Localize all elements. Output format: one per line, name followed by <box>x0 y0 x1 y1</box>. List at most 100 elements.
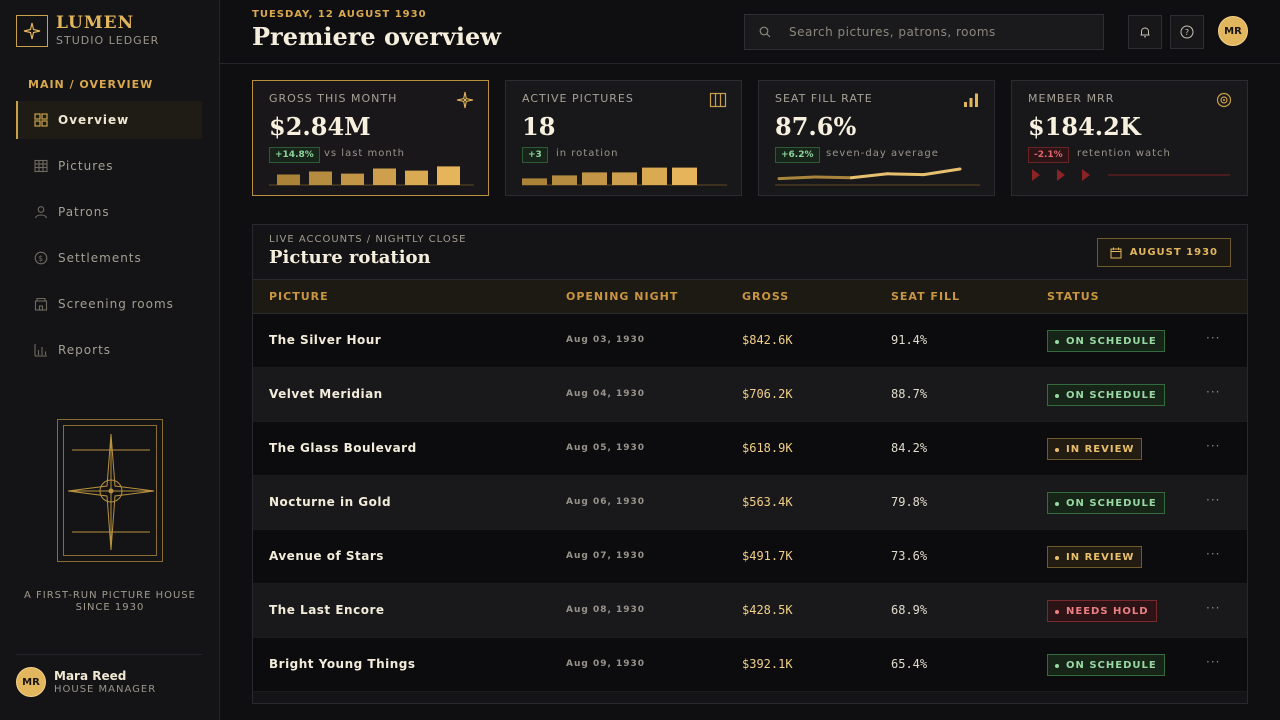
table-row[interactable]: The Glass Boulevard Aug 05, 1930 $618.9K… <box>253 422 1247 476</box>
picture-name: Avenue of Stars <box>269 549 384 563</box>
gross-value: $491.7K <box>742 549 793 563</box>
table-row[interactable]: Avenue of Stars Aug 07, 1930 $491.7K 73.… <box>253 530 1247 584</box>
status-badge: IN REVIEW <box>1047 438 1143 460</box>
brand-sub: STUDIO LEDGER <box>56 34 160 47</box>
user-icon <box>34 206 48 219</box>
sidebar-item-reports[interactable]: Reports <box>16 331 202 369</box>
kpi-delta-note: vs last month <box>324 148 405 159</box>
table-row[interactable]: The Last Encore Aug 08, 1930 $428.5K 68.… <box>253 584 1247 638</box>
help-icon: ? <box>1180 25 1194 39</box>
column-header-opening-night[interactable]: OPENING NIGHT <box>566 290 679 303</box>
kpi-delta-note: seven-day average <box>826 148 939 159</box>
kpi-label: MEMBER MRR <box>1028 92 1115 105</box>
status-badge: IN REVIEW <box>1047 546 1143 568</box>
sidebar: LUMEN STUDIO LEDGER MAIN / OVERVIEW Over… <box>0 0 220 720</box>
kpi-value: 87.6% <box>775 112 857 141</box>
page-title: Premiere overview <box>252 22 501 51</box>
kpi-sparkline <box>775 167 980 186</box>
picture-name: The Glass Boulevard <box>269 441 417 455</box>
kpi-delta: +3 <box>522 147 548 163</box>
header-avatar[interactable]: MR <box>1218 16 1248 46</box>
row-more-button[interactable]: ··· <box>1206 547 1221 561</box>
sparkline-bar <box>582 172 607 185</box>
sparkline-segment <box>922 167 962 177</box>
row-more-button[interactable]: ··· <box>1206 493 1221 507</box>
status-badge: ON SCHEDULE <box>1047 492 1165 514</box>
status-badge: ON SCHEDULE <box>1047 384 1165 406</box>
sidebar-item-pictures[interactable]: Pictures <box>16 147 202 185</box>
column-header-gross[interactable]: GROSS <box>742 290 790 303</box>
sparkline-bar <box>341 173 364 185</box>
sparkline-bar <box>612 172 637 185</box>
sidebar-item-label: Overview <box>58 113 130 127</box>
row-more-button[interactable]: ··· <box>1206 385 1221 399</box>
top-header: TUESDAY, 12 AUGUST 1930 Premiere overvie… <box>220 0 1280 64</box>
kpi-label: GROSS THIS MONTH <box>269 92 398 105</box>
search-icon <box>759 26 771 38</box>
kpi-card-pictures[interactable]: ACTIVE PICTURES 18 +3 in rotation <box>505 80 742 196</box>
search-input[interactable] <box>789 25 1089 39</box>
sidebar-item-patrons[interactable]: Patrons <box>16 193 202 231</box>
user-profile[interactable]: MR Mara Reed HOUSE MANAGER <box>16 654 202 697</box>
kpi-card-member-mrr[interactable]: MEMBER MRR $184.2K -2.1% retention watch <box>1011 80 1248 196</box>
decline-marker <box>1057 169 1065 181</box>
picture-name: Nocturne in Gold <box>269 495 392 509</box>
table-icon <box>34 159 48 173</box>
gross-value: $428.5K <box>742 603 793 617</box>
sidebar-item-screening-rooms[interactable]: Screening rooms <box>16 285 202 323</box>
kpi-card-gross[interactable]: GROSS THIS MONTH $2.84M +14.8% vs last m… <box>252 80 489 196</box>
table-row[interactable]: Bright Young Things Aug 09, 1930 $392.1K… <box>253 638 1247 692</box>
kpi-delta: -2.1% <box>1028 147 1069 163</box>
seat-fill-value: 88.7% <box>891 387 928 401</box>
user-name: Mara Reed <box>54 669 127 683</box>
sidebar-item-label: Screening rooms <box>58 297 174 311</box>
gross-value: $563.4K <box>742 495 793 509</box>
kpi-label: SEAT FILL RATE <box>775 92 873 105</box>
column-header-picture[interactable]: PICTURE <box>269 290 329 303</box>
table-row[interactable]: The Silver Hour Aug 03, 1930 $842.6K 91.… <box>253 314 1247 368</box>
opening-date: Aug 07, 1930 <box>566 551 646 561</box>
row-more-button[interactable]: ··· <box>1206 331 1221 345</box>
kpi-card-seat-fill[interactable]: SEAT FILL RATE 87.6% +6.2% seven-day ave… <box>758 80 995 196</box>
row-more-button[interactable]: ··· <box>1206 439 1221 453</box>
month-filter-button[interactable]: AUGUST 1930 <box>1096 238 1231 267</box>
column-header-seat-fill[interactable]: SEAT FILL <box>891 290 961 303</box>
sidebar-item-settlements[interactable]: $ Settlements <box>16 239 202 277</box>
column-header-status[interactable]: STATUS <box>1047 290 1100 303</box>
search-bar[interactable] <box>744 14 1104 50</box>
opening-date: Aug 03, 1930 <box>566 335 646 345</box>
brand[interactable]: LUMEN STUDIO LEDGER <box>16 14 159 48</box>
seat-fill-value: 68.9% <box>891 603 928 617</box>
status-badge: ON SCHEDULE <box>1047 654 1165 676</box>
row-more-button[interactable]: ··· <box>1206 655 1221 669</box>
sparkline-bar <box>642 167 667 185</box>
table-row[interactable]: Velvet Meridian Aug 04, 1930 $706.2K 88.… <box>253 368 1247 422</box>
opening-date: Aug 04, 1930 <box>566 389 646 399</box>
status-badge: NEEDS HOLD <box>1047 600 1157 622</box>
opening-date: Aug 05, 1930 <box>566 443 646 453</box>
kpi-sparkline <box>269 166 474 186</box>
opening-date: Aug 06, 1930 <box>566 497 646 507</box>
kpi-decline-markers <box>1032 169 1230 181</box>
starburst-icon <box>67 433 155 551</box>
notifications-button[interactable] <box>1128 15 1162 49</box>
kpi-value: $184.2K <box>1028 112 1141 141</box>
nav-section-title: MAIN / OVERVIEW <box>28 78 154 91</box>
sparkline-bar <box>522 178 547 185</box>
gross-value: $842.6K <box>742 333 793 347</box>
kpi-value: 18 <box>522 112 556 141</box>
picture-name: The Silver Hour <box>269 333 382 347</box>
target-icon <box>1216 92 1232 108</box>
seat-fill-value: 79.8% <box>891 495 928 509</box>
row-more-button[interactable]: ··· <box>1206 601 1221 615</box>
sidebar-nav: Overview Pictures Patrons $ Settlements … <box>16 101 202 377</box>
help-button[interactable]: ? <box>1170 15 1204 49</box>
sidebar-item-overview[interactable]: Overview <box>16 101 202 139</box>
month-label: AUGUST 1930 <box>1129 247 1218 258</box>
sidebar-item-label: Settlements <box>58 251 142 265</box>
kpi-delta: +6.2% <box>775 147 820 163</box>
table-row[interactable]: Nocturne in Gold Aug 06, 1930 $563.4K 79… <box>253 476 1247 530</box>
brand-logo-icon <box>16 15 48 47</box>
sparkline-bar <box>672 167 697 185</box>
